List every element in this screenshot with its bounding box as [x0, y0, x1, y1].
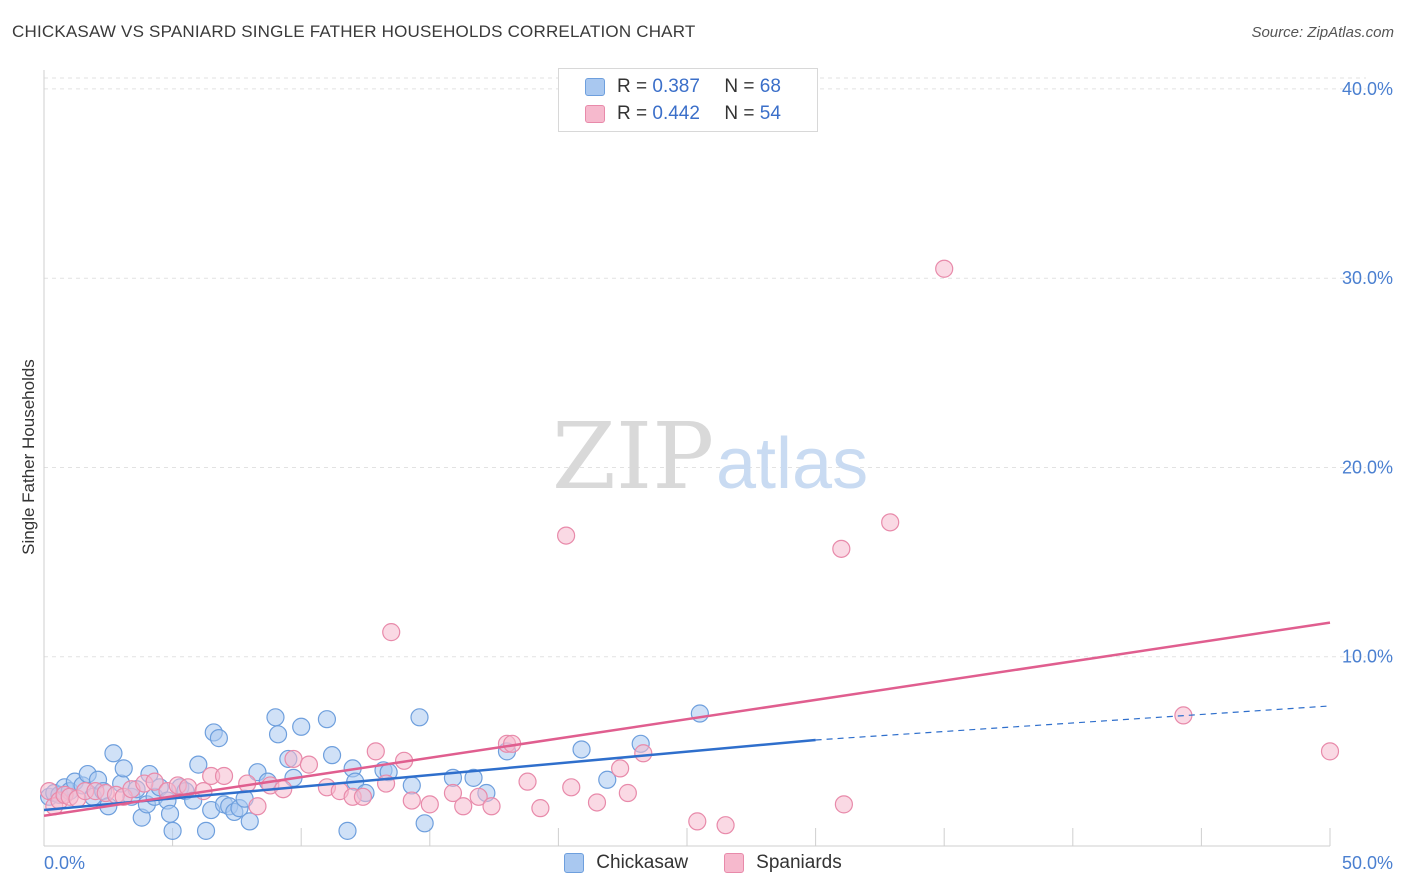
source-label: Source: ZipAtlas.com: [1251, 24, 1394, 41]
spaniards-point: [145, 772, 164, 791]
spaniards-point: [443, 783, 463, 803]
chickasaw-point: [268, 725, 288, 744]
chickasaw-point: [163, 821, 182, 840]
chickasaw-point: [415, 814, 434, 833]
chickasaw-point: [209, 729, 228, 748]
spaniards-point: [366, 742, 385, 761]
tick-labels: 10.0% 20.0% 30.0% 40.0% 0.0% 50.0%: [44, 79, 1393, 873]
chickasaw-point: [114, 759, 133, 778]
spaniards-point: [353, 787, 373, 806]
chickasaw-point: [189, 755, 208, 774]
y-tick-label: 20.0%: [1342, 457, 1393, 477]
trend-lines: [43, 621, 1331, 817]
spaniards-point: [1320, 742, 1340, 761]
spaniards-point: [716, 816, 735, 835]
y-tick-label: 40.0%: [1342, 79, 1393, 99]
legend-item-spaniards[interactable]: Spaniards: [724, 852, 842, 874]
chickasaw-point: [266, 708, 285, 727]
chickasaw-point: [338, 821, 357, 840]
legend-n-value: 68: [759, 76, 781, 97]
legend-n-value: 54: [759, 103, 781, 124]
y-tick-label: 10.0%: [1342, 647, 1393, 667]
axes: [43, 70, 1331, 847]
watermark: ZIP atlas: [552, 403, 868, 510]
chickasaw-points: [40, 704, 709, 840]
watermark-atlas: atlas: [716, 424, 868, 504]
chickasaw-swatch: [564, 853, 585, 873]
grid-lines: [44, 77, 1366, 658]
chickasaw-swatch: [585, 78, 605, 96]
x-tick-label-min: 0.0%: [44, 853, 85, 873]
spaniards-swatch: [585, 105, 605, 123]
legend-n-label: N =: [724, 76, 755, 97]
chickasaw-point: [292, 717, 311, 736]
chickasaw-point: [317, 710, 337, 729]
spaniards-point: [382, 623, 401, 642]
chickasaw-point: [572, 740, 591, 759]
chickasaw-trend-line: [43, 738, 816, 812]
watermark-zip: ZIP: [552, 403, 714, 510]
legend-r-label: R =: [617, 76, 648, 97]
legend-row-spaniards: R = 0.442 N = 54: [585, 102, 781, 126]
chickasaw-point: [240, 812, 259, 831]
spaniards-point: [214, 766, 234, 786]
legend-label-chickasaw: Chickasaw: [596, 852, 689, 873]
spaniards-point: [454, 797, 473, 816]
spaniards-point: [531, 799, 550, 818]
spaniards-point: [618, 783, 637, 803]
chickasaw-point: [196, 821, 216, 840]
spaniards-point: [469, 787, 488, 806]
spaniards-point: [284, 749, 303, 769]
x-tick-label-max: 50.0%: [1342, 853, 1393, 873]
y-axis-label: Single Father Households: [19, 359, 38, 555]
legend-r-label: R =: [617, 103, 648, 124]
spaniards-point: [935, 259, 954, 278]
chart-title: CHICKASAW VS SPANIARD SINGLE FATHER HOUS…: [12, 22, 696, 41]
legend-item-chickasaw[interactable]: Chickasaw: [564, 852, 688, 874]
chickasaw-point: [410, 708, 429, 727]
legend-r-value: 0.387: [652, 76, 700, 97]
spaniards-point: [832, 539, 851, 558]
spaniards-point: [634, 744, 653, 763]
spaniards-point: [420, 795, 439, 814]
spaniards-point: [518, 772, 537, 791]
legend-row-chickasaw: R = 0.387 N = 68: [585, 75, 781, 99]
spaniards-points: [40, 259, 1340, 835]
legend-r-value: 0.442: [652, 103, 700, 124]
chickasaw-point: [598, 770, 617, 789]
spaniards-point: [482, 797, 501, 816]
spaniards-point: [299, 755, 319, 774]
y-tick-label: 30.0%: [1342, 268, 1393, 288]
spaniards-point: [562, 778, 581, 797]
chickasaw-point: [104, 744, 123, 763]
chickasaw-point: [160, 804, 180, 823]
spaniards-point: [557, 526, 576, 545]
spaniards-point: [248, 797, 267, 816]
legend-label-spaniards: Spaniards: [756, 852, 842, 873]
spaniards-swatch: [724, 853, 745, 873]
spaniards-point: [688, 812, 707, 831]
spaniards-point: [834, 795, 853, 814]
spaniards-point: [611, 759, 630, 778]
series-legend: Chickasaw Spaniards: [0, 852, 1406, 874]
correlation-legend: R = 0.387 N = 68 R = 0.442 N = 54: [558, 68, 818, 132]
spaniards-point: [402, 791, 421, 810]
chickasaw-point: [402, 776, 421, 795]
spaniards-point: [881, 513, 900, 532]
chickasaw-point: [322, 746, 342, 765]
chickasaw-point: [464, 768, 483, 787]
spaniards-point: [587, 793, 607, 812]
chickasaw-point: [690, 704, 709, 723]
legend-n-label: N =: [724, 103, 755, 124]
spaniards-trend-line: [43, 621, 1331, 817]
chickasaw-trend-extension: [815, 705, 1331, 741]
